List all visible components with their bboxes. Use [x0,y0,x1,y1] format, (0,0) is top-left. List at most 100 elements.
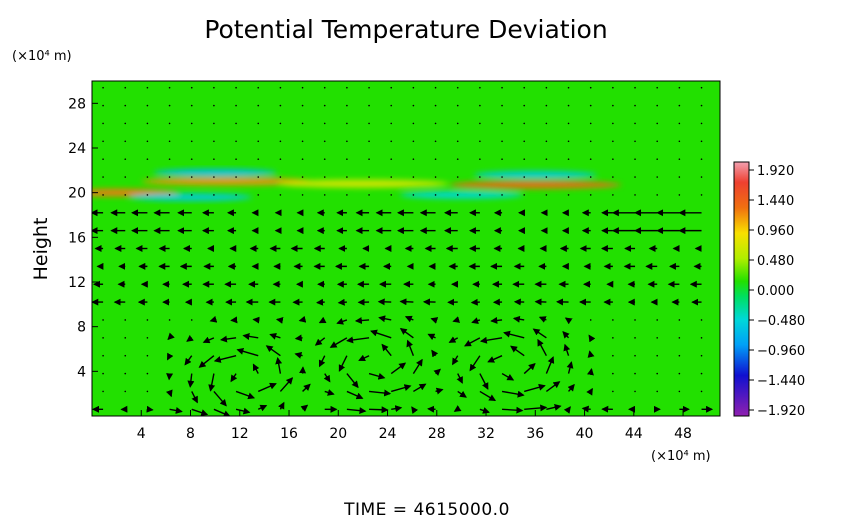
grid-dot [612,140,614,143]
grid-dot [301,176,304,178]
grid-dots [102,86,703,393]
wind-arrow [503,330,525,339]
wind-arrow [318,355,326,368]
grid-dot [190,158,193,160]
wind-arrow [378,315,392,323]
grid-dot [102,319,104,321]
wind-arrow [230,373,238,383]
grid-dot [279,194,282,196]
wind-vectors [92,209,714,416]
grid-dot [567,86,570,89]
grid-dot [523,104,526,107]
plot-area [92,81,720,416]
grid-dot [146,176,149,178]
wind-arrow [487,355,503,363]
grid-dot [168,104,171,107]
grid-dot [589,319,592,321]
grid-dot [190,319,193,321]
grid-dot [634,86,636,89]
wind-arrow [532,328,547,339]
grid-dot [700,104,703,107]
grid-dot [501,140,503,143]
grid-dot [235,86,237,89]
grid-dot [501,104,503,107]
wind-arrow [502,406,524,414]
wind-arrow [252,363,260,374]
grid-dot [634,122,636,125]
grid-dot [700,86,703,89]
grid-dot [346,194,348,196]
grid-dot [213,140,215,143]
wind-arrow [404,315,414,323]
grid-dot [257,176,260,178]
wind-arrow [242,333,259,340]
grid-dot [301,122,304,125]
wind-arrow [202,336,215,344]
wind-arrow [563,343,571,356]
x-tick-label: 20 [329,426,347,442]
y-tick-label: 4 [77,364,86,380]
grid-dot [213,176,215,178]
grid-dot [545,122,548,125]
grid-dot [678,194,681,196]
grid-dot [523,86,526,89]
anomaly-band [141,177,314,186]
wind-arrow [587,350,595,358]
wind-arrow [213,408,231,416]
grid-dot [434,176,437,178]
wind-arrow [479,336,503,344]
grid-dot [102,390,104,393]
anomaly-band [399,190,523,199]
grid-dot [301,104,304,107]
grid-dot [523,122,526,125]
colorbar-tick-label: 0.960 [757,224,794,239]
grid-dot [146,86,149,89]
wind-arrow [346,336,370,344]
wind-arrow [452,316,461,323]
wind-arrow [336,318,348,325]
wind-arrow [294,351,303,359]
y-tick-label: 24 [68,141,86,157]
wind-arrow [564,317,573,325]
y-tick-label: 16 [68,230,86,246]
grid-dot [213,158,215,160]
wind-arrow [391,405,403,413]
grid-dot [102,158,104,160]
y-tick-label: 12 [68,275,86,291]
grid-dot [257,140,260,143]
grid-dot [102,337,104,339]
wind-arrow [269,333,281,340]
grid-dot [678,158,681,160]
grid-dot [235,104,237,107]
wind-arrow [399,298,414,306]
grid-dot [124,158,127,160]
colorbar-tick-label: −1.440 [757,374,805,389]
grid-dot [124,122,127,125]
grid-dot [612,372,614,375]
grid-dot [390,176,393,178]
grid-dot [700,140,703,143]
y-unit-label: (×10⁴ m) [12,49,72,64]
wind-arrow [524,404,548,412]
grid-dot [412,140,415,143]
grid-dot [634,140,636,143]
wind-arrow [187,373,195,388]
grid-dot [700,372,703,375]
grid-dot [190,176,193,178]
grid-dot [589,158,592,160]
grid-dot [323,194,326,196]
x-tick-label: 4 [137,426,146,442]
wind-arrow [358,354,370,362]
grid-dot [501,158,503,160]
wind-arrow [208,373,216,392]
grid-dot [235,176,237,178]
grid-dot [168,140,171,143]
anomaly-band [153,168,277,177]
grid-dot [612,122,614,125]
grid-dot [456,122,459,125]
wind-arrow [431,349,439,358]
grid-dot [168,122,171,125]
wind-arrow [406,339,415,356]
wind-arrow [146,405,154,413]
grid-dot [656,354,658,357]
